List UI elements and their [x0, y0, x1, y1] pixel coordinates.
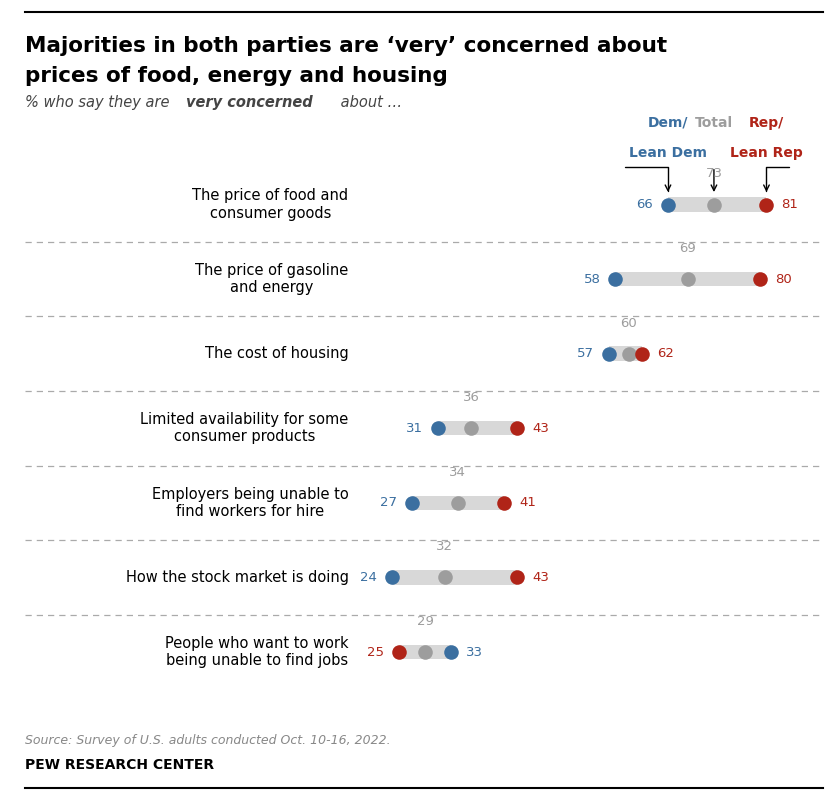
FancyBboxPatch shape — [438, 421, 517, 435]
Text: The cost of housing: The cost of housing — [205, 346, 349, 361]
Point — [386, 571, 399, 584]
Point — [622, 347, 635, 360]
Text: Rep/: Rep/ — [748, 116, 784, 130]
Point — [753, 273, 767, 286]
Text: The price of gasoline
and energy: The price of gasoline and energy — [196, 263, 349, 295]
FancyBboxPatch shape — [392, 570, 517, 585]
Text: prices of food, energy and housing: prices of food, energy and housing — [25, 66, 448, 86]
Text: 73: 73 — [706, 168, 722, 180]
FancyBboxPatch shape — [412, 496, 504, 510]
Text: The price of food and
consumer goods: The price of food and consumer goods — [192, 188, 349, 221]
Point — [438, 571, 451, 584]
Text: 32: 32 — [436, 541, 454, 553]
Text: Employers being unable to
find workers for hire: Employers being unable to find workers f… — [152, 487, 349, 519]
FancyBboxPatch shape — [616, 272, 760, 286]
Point — [405, 496, 418, 509]
Text: 60: 60 — [620, 317, 637, 330]
Text: PEW RESEARCH CENTER: PEW RESEARCH CENTER — [25, 758, 214, 772]
Text: 58: 58 — [584, 273, 601, 286]
Text: 24: 24 — [360, 571, 377, 584]
Text: 62: 62 — [657, 347, 674, 360]
Point — [707, 198, 721, 211]
Text: 66: 66 — [636, 198, 653, 211]
Point — [497, 496, 511, 509]
Text: 57: 57 — [577, 347, 594, 360]
Point — [759, 198, 773, 211]
Text: 34: 34 — [449, 466, 466, 479]
Point — [510, 422, 523, 435]
FancyBboxPatch shape — [609, 346, 642, 361]
Text: about …: about … — [336, 95, 402, 110]
Point — [510, 571, 523, 584]
Point — [432, 422, 445, 435]
Text: Limited availability for some
consumer products: Limited availability for some consumer p… — [140, 412, 349, 444]
FancyBboxPatch shape — [668, 197, 766, 212]
Text: Dem/: Dem/ — [648, 116, 688, 130]
Text: Total: Total — [695, 116, 733, 130]
Text: Lean Rep: Lean Rep — [730, 147, 803, 160]
Text: 29: 29 — [417, 615, 433, 628]
Text: % who say they are: % who say they are — [25, 95, 175, 110]
Text: 81: 81 — [781, 198, 799, 211]
Text: 69: 69 — [680, 242, 696, 255]
Text: 80: 80 — [775, 273, 792, 286]
Point — [661, 198, 675, 211]
Text: 41: 41 — [519, 496, 536, 509]
Text: 25: 25 — [366, 646, 384, 658]
Point — [444, 646, 458, 658]
Point — [465, 422, 478, 435]
Text: How the stock market is doing: How the stock market is doing — [126, 570, 349, 585]
Point — [451, 496, 465, 509]
Text: 27: 27 — [380, 496, 396, 509]
Text: very concerned: very concerned — [186, 95, 313, 110]
Point — [392, 646, 406, 658]
Point — [635, 347, 648, 360]
Point — [602, 347, 616, 360]
Text: 33: 33 — [466, 646, 483, 658]
Text: 43: 43 — [532, 571, 549, 584]
Text: Lean Dem: Lean Dem — [629, 147, 707, 160]
Point — [418, 646, 432, 658]
Text: People who want to work
being unable to find jobs: People who want to work being unable to … — [165, 636, 349, 668]
Point — [609, 273, 622, 286]
Text: Source: Survey of U.S. adults conducted Oct. 10-16, 2022.: Source: Survey of U.S. adults conducted … — [25, 735, 391, 747]
FancyBboxPatch shape — [399, 645, 451, 659]
Point — [681, 273, 695, 286]
Text: 36: 36 — [463, 391, 480, 404]
Text: 31: 31 — [406, 422, 423, 435]
Text: 43: 43 — [532, 422, 549, 435]
Text: Majorities in both parties are ‘very’ concerned about: Majorities in both parties are ‘very’ co… — [25, 36, 667, 56]
